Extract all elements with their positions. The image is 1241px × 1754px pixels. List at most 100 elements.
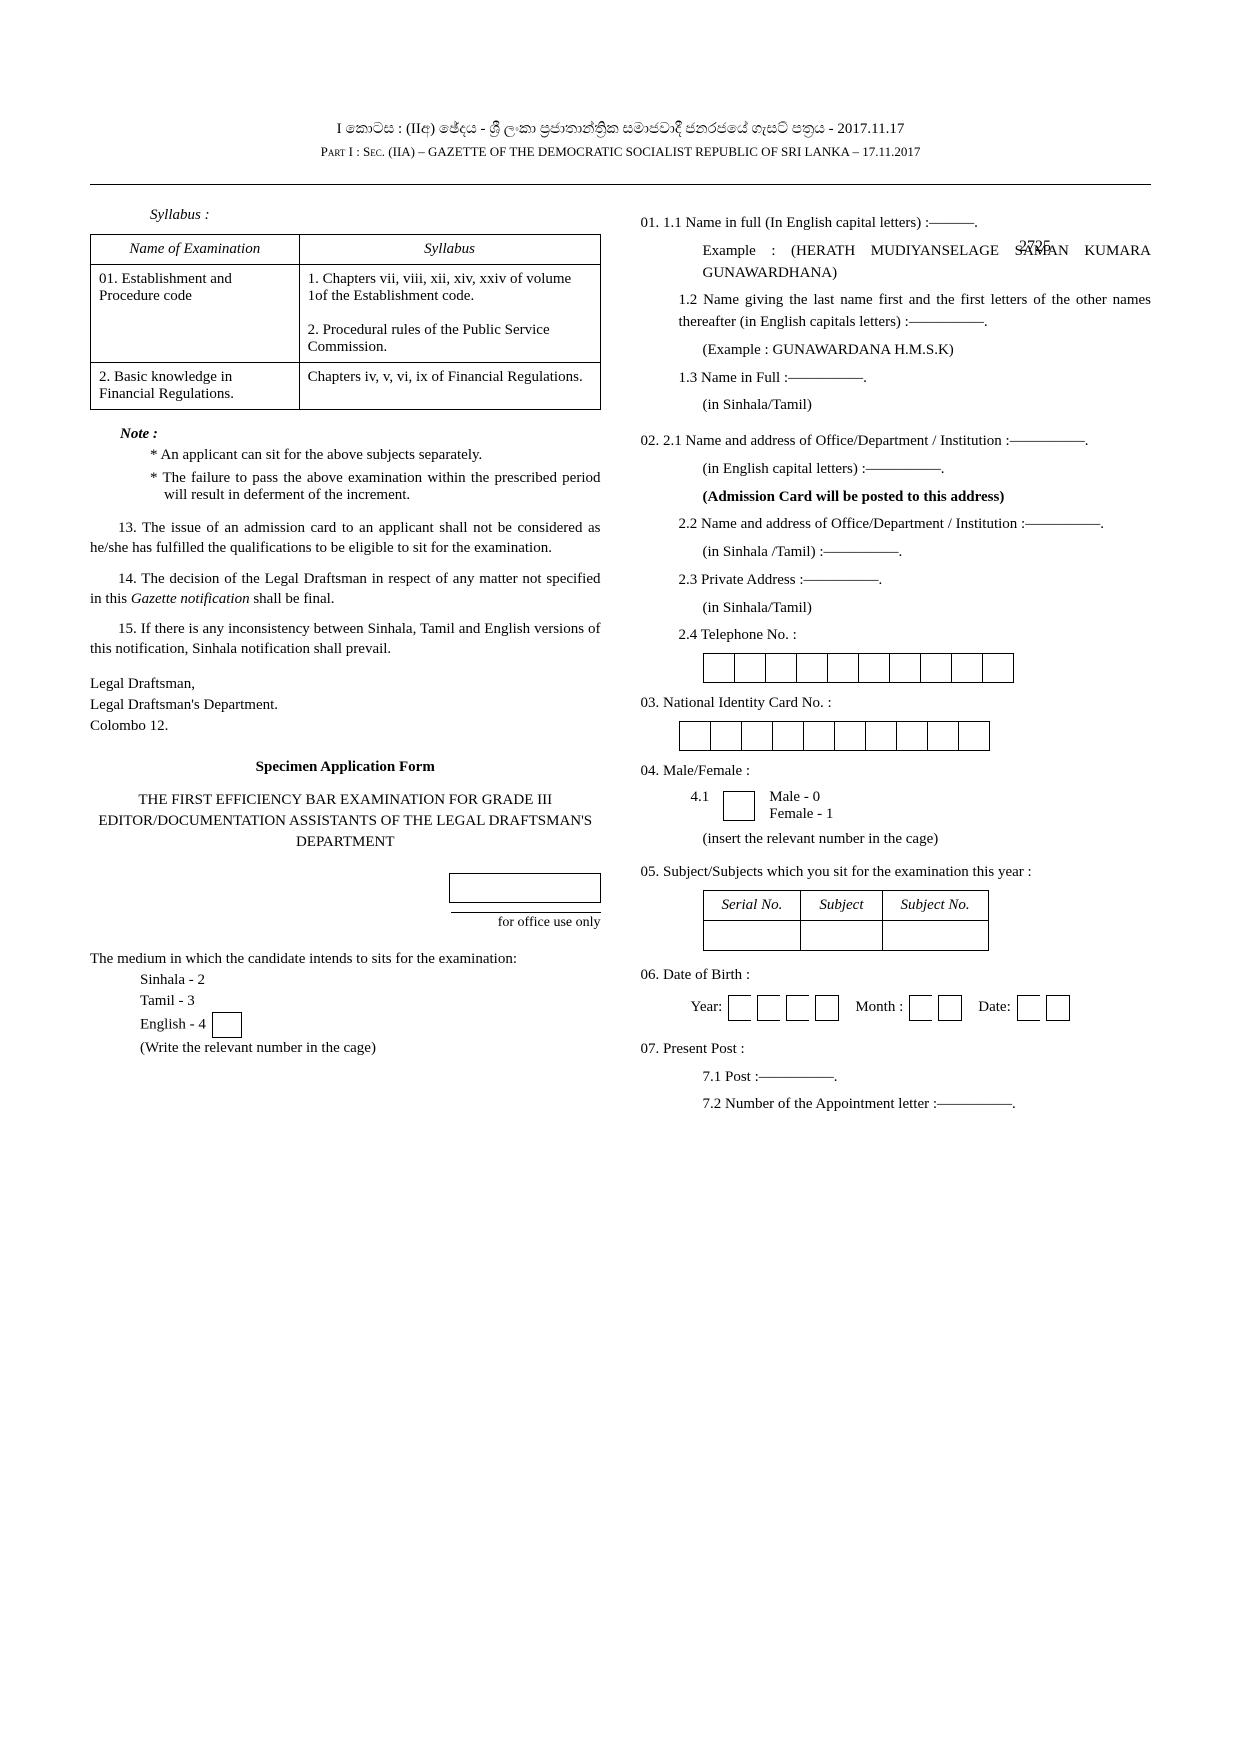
office-box-wrap — [90, 873, 601, 908]
input-cell[interactable] — [796, 653, 827, 683]
gender-cage[interactable] — [723, 791, 755, 821]
sig-line-1: Legal Draftsman, — [90, 674, 601, 695]
dob-month-label: Month : — [855, 999, 903, 1016]
medium-intro: The medium in which the candidate intend… — [90, 949, 601, 970]
subject-cell[interactable] — [703, 921, 801, 951]
medium-block: The medium in which the candidate intend… — [90, 949, 601, 1059]
input-cell[interactable] — [982, 653, 1014, 683]
input-cell[interactable] — [834, 721, 865, 751]
input-cell[interactable] — [803, 721, 834, 751]
subject-cell[interactable] — [882, 921, 988, 951]
syllabus-table: Name of Examination Syllabus 01. Establi… — [90, 234, 601, 410]
sig-line-3: Colombo 12. — [90, 716, 601, 737]
dob-date-cell[interactable] — [1017, 995, 1040, 1021]
q1-2-example: (Example : GUNAWARDANA H.M.S.K) — [703, 340, 1152, 362]
medium-note: (Write the relevant number in the cage) — [140, 1038, 601, 1059]
dob-row: Year: Month : Date: — [691, 995, 1152, 1021]
dob-year-cell[interactable] — [815, 995, 839, 1021]
dob-year-label: Year: — [691, 999, 723, 1016]
para-13: 13. The issue of an admission card to an… — [90, 518, 601, 559]
specimen-title: Specimen Application Form — [90, 759, 601, 776]
note-2-text: The failure to pass the above examinatio… — [162, 470, 600, 503]
input-cell[interactable] — [710, 721, 741, 751]
q1-2: 1.2 Name giving the last name first and … — [679, 290, 1152, 334]
telephone-boxes[interactable] — [703, 653, 1152, 683]
dob-date-label: Date: — [978, 999, 1010, 1016]
dob-year-cell[interactable] — [728, 995, 751, 1021]
right-column: 01. 1.1 Name in full (In English capital… — [641, 207, 1152, 1122]
office-use-caption: for office use only — [451, 912, 601, 931]
q5: 05. Subject/Subjects which you sit for t… — [641, 862, 1152, 884]
input-cell[interactable] — [827, 653, 858, 683]
left-column: Syllabus : Name of Examination Syllabus … — [90, 207, 601, 1122]
q2-1a: 02. 2.1 Name and address of Office/Depar… — [641, 431, 1152, 453]
syllabus-head-name: Name of Examination — [91, 235, 300, 265]
dob-month-cell[interactable] — [938, 995, 962, 1021]
note-list: * An applicant can sit for the above sub… — [150, 447, 601, 504]
note-1-text: An applicant can sit for the above subje… — [160, 447, 482, 463]
dob-month-cell[interactable] — [909, 995, 932, 1021]
signature-block: Legal Draftsman, Legal Draftsman's Depar… — [90, 674, 601, 737]
page-number: 2725 — [1019, 238, 1051, 256]
q7-1: 7.1 Post :—————. — [703, 1067, 1152, 1089]
input-cell[interactable] — [865, 721, 896, 751]
input-cell[interactable] — [951, 653, 982, 683]
syllabus-r2c1: 2. Basic knowledge in Financial Regulati… — [91, 363, 300, 410]
para-14: 14. The decision of the Legal Draftsman … — [90, 569, 601, 610]
q1-1-example: Example : (HERATH MUDIYANSELAGE SAMAN KU… — [703, 241, 1152, 285]
medium-tamil: Tamil - 3 — [140, 991, 601, 1012]
syllabus-head-syllabus: Syllabus — [299, 235, 600, 265]
medium-english: English - 4 — [140, 1012, 601, 1038]
q6: 06. Date of Birth : — [641, 965, 1152, 987]
q2-1c: (Admission Card will be posted to this a… — [703, 487, 1152, 509]
syllabus-r1c1: 01. Establishment and Procedure code — [91, 265, 300, 363]
input-cell[interactable] — [679, 721, 710, 751]
input-cell[interactable] — [889, 653, 920, 683]
note-1: * An applicant can sit for the above sub… — [150, 447, 601, 464]
input-cell[interactable] — [703, 653, 734, 683]
input-cell[interactable] — [858, 653, 889, 683]
page-header: I කොටස : (IIඅ) ඡේදය - ශ්‍රී ලංකා ප්‍රජාත… — [90, 120, 1151, 185]
subject-cell[interactable] — [801, 921, 882, 951]
note-2: * The failure to pass the above examinat… — [150, 470, 601, 504]
q2-4: 2.4 Telephone No. : — [679, 625, 1152, 647]
sig-line-2: Legal Draftsman's Department. — [90, 695, 601, 716]
q7: 07. Present Post : — [641, 1039, 1152, 1061]
subject-table: Serial No. Subject Subject No. — [703, 890, 989, 951]
subject-h2: Subject — [801, 891, 882, 921]
input-cell[interactable] — [927, 721, 958, 751]
q1-3b: (in Sinhala/Tamil) — [703, 395, 1152, 417]
gender-female: Female - 1 — [769, 806, 833, 823]
nic-boxes[interactable] — [679, 721, 1152, 751]
dob-date-cell[interactable] — [1046, 995, 1070, 1021]
syllabus-r1c2: 1. Chapters vii, viii, xii, xiv, xxiv of… — [299, 265, 600, 363]
gender-row: 4.1 Male - 0 Female - 1 — [691, 789, 1152, 823]
para-15: 15. If there is any inconsistency betwee… — [90, 619, 601, 660]
q7-2: 7.2 Number of the Appointment letter :——… — [703, 1094, 1152, 1116]
subject-h1: Serial No. — [703, 891, 801, 921]
q4-note: (insert the relevant number in the cage) — [703, 829, 1152, 851]
input-cell[interactable] — [896, 721, 927, 751]
subject-h3: Subject No. — [882, 891, 988, 921]
q2-2b: (in Sinhala /Tamil) :—————. — [703, 542, 1152, 564]
input-cell[interactable] — [920, 653, 951, 683]
medium-cage[interactable] — [212, 1012, 242, 1038]
gender-options: Male - 0 Female - 1 — [769, 789, 833, 823]
medium-sinhala: Sinhala - 2 — [140, 970, 601, 991]
q1-3a: 1.3 Name in Full :—————. — [679, 368, 1152, 390]
header-line-2: Part I : Sec. (IIA) – GAZETTE OF THE DEM… — [90, 144, 1151, 166]
dob-year-cell[interactable] — [757, 995, 780, 1021]
input-cell[interactable] — [958, 721, 990, 751]
q2-2a: 2.2 Name and address of Office/Departmen… — [679, 514, 1152, 536]
input-cell[interactable] — [765, 653, 796, 683]
note-label: Note : — [120, 426, 601, 443]
office-use-box[interactable] — [449, 873, 601, 903]
q2-3a: 2.3 Private Address :—————. — [679, 570, 1152, 592]
q2-3b: (in Sinhala/Tamil) — [703, 598, 1152, 620]
input-cell[interactable] — [772, 721, 803, 751]
input-cell[interactable] — [741, 721, 772, 751]
input-cell[interactable] — [734, 653, 765, 683]
q4-1-label: 4.1 — [691, 789, 710, 806]
dob-year-cell[interactable] — [786, 995, 809, 1021]
gender-male: Male - 0 — [769, 789, 833, 806]
